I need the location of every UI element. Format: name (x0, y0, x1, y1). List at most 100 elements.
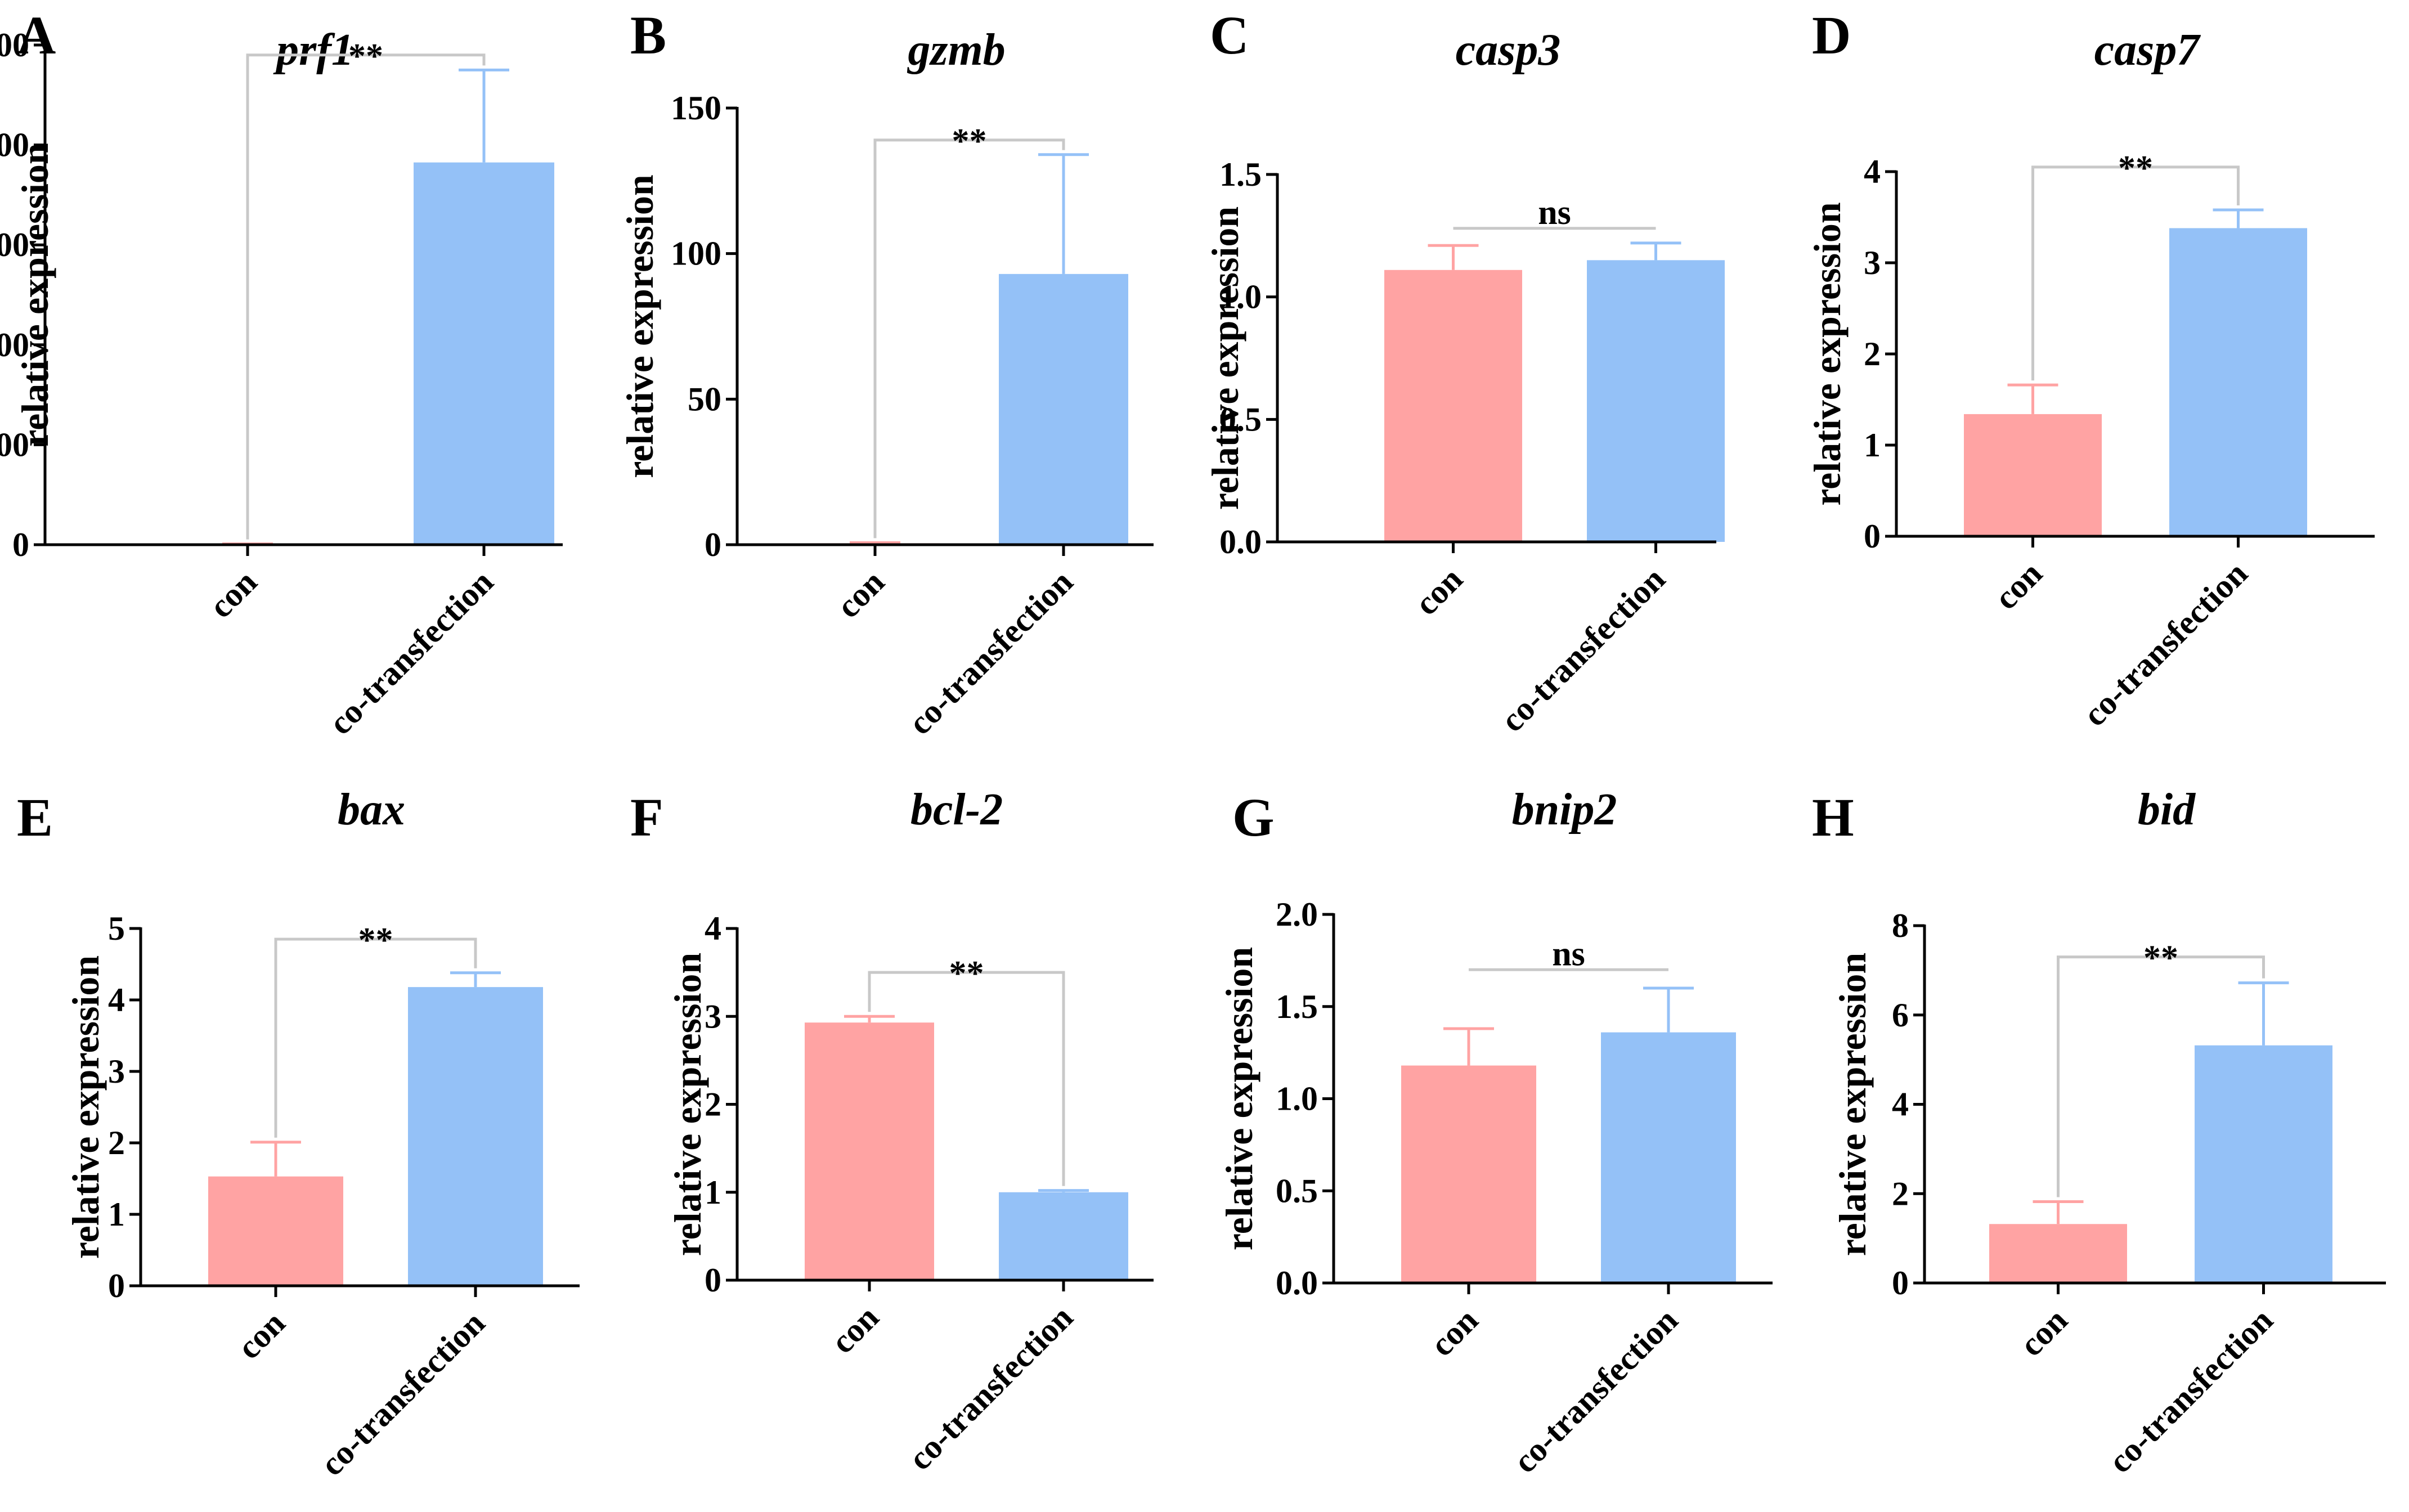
x-tick-label: con (829, 563, 891, 625)
x-tick-label: co-transfection (1493, 560, 1672, 739)
panel-letter: A (17, 5, 56, 65)
y-tick-label: 800 (0, 127, 29, 164)
y-tick-label: 2 (108, 1124, 125, 1161)
bar-con (1964, 414, 2102, 536)
y-tick-label: 1.5 (1219, 156, 1262, 193)
x-tick-label: con (1423, 1302, 1485, 1363)
y-tick-label: 2 (705, 1086, 721, 1123)
x-tick-label: con (1987, 555, 2049, 617)
x-tick-label: con (202, 563, 264, 625)
y-tick-label: 1 (108, 1196, 125, 1233)
panel-letter: F (630, 787, 663, 847)
y-tick-label: 1000 (0, 26, 29, 64)
significance-bracket (868, 971, 1065, 1186)
bar-co-transfection (2169, 228, 2307, 536)
y-axis-label: relative expression (1218, 947, 1260, 1251)
y-axis-label: relative expression (1204, 207, 1246, 510)
significance-label: ** (348, 37, 383, 75)
y-tick-label: 50 (688, 380, 721, 418)
bar-co-transfection (999, 273, 1128, 545)
y-tick-label: 2.0 (1276, 896, 1318, 933)
y-tick-label: 150 (671, 89, 721, 127)
panel-letter: G (1232, 787, 1275, 847)
y-tick-label: 1 (705, 1174, 721, 1211)
panel-letter: B (630, 5, 666, 65)
y-tick-label: 0 (12, 526, 29, 563)
chart-title: gzmb (907, 25, 1005, 75)
y-axis-label: relative expression (618, 174, 661, 478)
x-tick-label: co-transfection (322, 563, 501, 742)
bar-co-transfection (1587, 260, 1725, 542)
significance-label: ** (952, 122, 987, 160)
significance-bracket (2031, 165, 2240, 381)
bar-con (1989, 1224, 2127, 1283)
y-tick-label: 0 (705, 1262, 721, 1299)
y-tick-label: 0 (705, 526, 721, 563)
significance-label: ** (949, 954, 984, 993)
significance-bracket (274, 937, 477, 1138)
bar-con (805, 1022, 934, 1280)
x-tick-label: co-transfection (2101, 1302, 2280, 1480)
significance-label: ** (2143, 939, 2178, 977)
y-tick-label: 400 (0, 326, 29, 364)
y-tick-label: 1.0 (1276, 1080, 1318, 1118)
y-tick-label: 2 (1892, 1175, 1909, 1212)
chart-title: bnip2 (1512, 785, 1617, 834)
x-tick-label: co-transfection (313, 1304, 492, 1483)
panel-letter: D (1812, 5, 1851, 65)
y-axis-label: relative expression (14, 143, 56, 447)
significance-label: ns (1552, 935, 1585, 973)
bar-co-transfection (999, 1192, 1128, 1280)
y-tick-label: 6 (1892, 997, 1909, 1034)
y-tick-label: 3 (108, 1053, 125, 1090)
significance-bracket (873, 138, 1065, 539)
y-tick-label: 0.5 (1276, 1172, 1318, 1209)
y-tick-label: 4 (1864, 153, 1881, 190)
x-tick-label: con (230, 1304, 292, 1366)
x-tick-label: con (2012, 1302, 2074, 1363)
chart-title: bax (338, 785, 405, 834)
y-tick-label: 4 (108, 981, 125, 1019)
x-tick-label: con (1407, 560, 1469, 622)
bar-con (208, 1176, 343, 1286)
bar-co-transfection (1601, 1032, 1736, 1283)
y-tick-label: 3 (705, 998, 721, 1035)
y-tick-label: 8 (1892, 907, 1909, 944)
y-tick-label: 4 (1892, 1086, 1909, 1123)
y-tick-label: 1 (1864, 427, 1881, 464)
y-tick-label: 0.0 (1219, 523, 1262, 560)
y-tick-label: 0.5 (1219, 401, 1262, 438)
y-tick-label: 2 (1864, 335, 1881, 373)
bar-co-transfection (2195, 1045, 2332, 1283)
significance-label: ** (358, 921, 393, 959)
y-tick-label: 4 (705, 910, 721, 947)
y-tick-label: 0 (108, 1267, 125, 1304)
significance-bracket (246, 53, 486, 540)
bar-con (1384, 270, 1522, 542)
y-tick-label: 3 (1864, 244, 1881, 281)
y-axis-label: relative expression (666, 953, 709, 1257)
x-tick-label: con (824, 1299, 886, 1361)
y-tick-label: 600 (0, 226, 29, 263)
significance-label: ** (2118, 149, 2153, 187)
bar-con (1401, 1065, 1536, 1283)
chart-title: bcl-2 (910, 785, 1003, 834)
chart-title: casp7 (2094, 25, 2201, 75)
y-tick-label: 100 (671, 235, 721, 272)
chart-title: bid (2138, 785, 2196, 834)
x-tick-label: co-transfection (1506, 1302, 1685, 1480)
panel-letter: E (17, 787, 53, 847)
x-tick-label: co-transfection (901, 1299, 1080, 1478)
y-tick-label: 0 (1892, 1264, 1909, 1302)
significance-bracket (2057, 955, 2265, 1197)
y-tick-label: 1.0 (1219, 279, 1262, 316)
